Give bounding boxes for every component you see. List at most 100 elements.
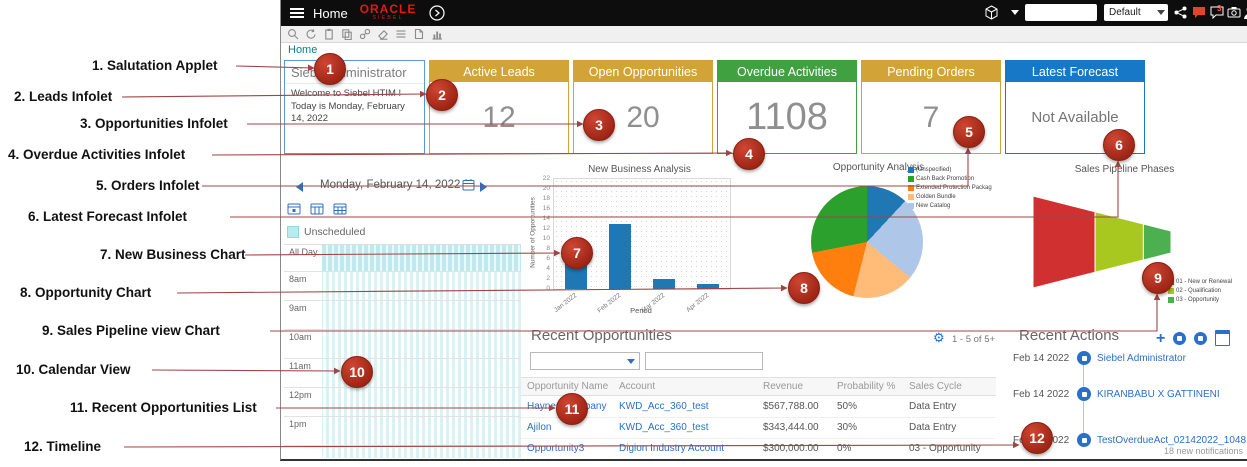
home-menu[interactable]: Home <box>313 6 348 21</box>
action-link[interactable]: TestOverdueAct_02142022_1048 <box>1097 435 1247 446</box>
banner-dropdown-caret-icon[interactable] <box>1011 10 1019 15</box>
column-header-revenue[interactable]: Revenue <box>763 381 804 392</box>
infolet-body: 12 <box>430 82 568 153</box>
camera-icon[interactable] <box>1227 6 1241 18</box>
infolet-overdue-activities[interactable]: Overdue Activities 1108 <box>717 60 857 154</box>
opportunity-name-link[interactable]: Opportunity3 <box>527 443 585 454</box>
funnel-stage-02-qualification[interactable] <box>1094 211 1144 273</box>
infolet-title: Pending Orders <box>862 61 1000 82</box>
document-icon[interactable] <box>413 28 425 40</box>
time-slot-cells[interactable] <box>322 330 521 358</box>
bar-mar-2022[interactable] <box>653 279 675 289</box>
recent-action-entry: Feb 14 2022 KIRANBABU X GATTINENI <box>1001 387 1247 403</box>
previous-day-icon[interactable] <box>296 182 303 192</box>
recent-opportunities-list: Recent Opportunities ⚙ 1 - 5 of 5+ Oppor… <box>521 325 996 458</box>
time-slot-cells[interactable] <box>322 245 521 271</box>
opportunities-table-body: Haynes CompanyKWD_Acc_360_test$567,788.0… <box>521 397 996 459</box>
time-slot-cells[interactable] <box>322 272 521 300</box>
infolet-title: Open Opportunities <box>574 61 712 82</box>
infolet-body: 7 <box>862 82 1000 153</box>
action-link[interactable]: Siebel Administrator <box>1097 353 1186 364</box>
filter-actions-icon[interactable] <box>1173 331 1187 345</box>
daily-view-icon[interactable] <box>287 202 301 215</box>
monthly-view-icon[interactable] <box>333 202 347 215</box>
sales-cycle-cell: 03 - Opportunity <box>909 443 981 454</box>
infolet-body: 1108 <box>718 82 856 153</box>
share-icon[interactable] <box>1174 6 1187 19</box>
next-day-icon[interactable] <box>480 182 487 192</box>
calendar-time-grid: All Day 8am 9am 10am 11am 12pm 1pm <box>284 244 521 458</box>
list-icon[interactable] <box>395 28 407 40</box>
infolet-open-opportunities[interactable]: Open Opportunities 20 <box>573 60 713 154</box>
callout-badge-9: 9 <box>1142 262 1174 294</box>
product-cube-icon[interactable] <box>984 5 999 20</box>
gear-icon[interactable]: ⚙ <box>933 330 945 345</box>
callout-label-4: 4. Overdue Activities Infolet <box>8 147 186 162</box>
unscheduled-swatch <box>287 226 299 238</box>
time-slot-cells[interactable] <box>322 417 521 445</box>
account-link[interactable]: Digion Industry Account <box>619 443 725 454</box>
column-header-sales-cycle[interactable]: Sales Cycle <box>909 381 962 392</box>
refresh-icon[interactable] <box>305 28 317 40</box>
account-link[interactable]: KWD_Acc_360_test <box>619 401 709 412</box>
actions-view-icon[interactable] <box>1194 331 1208 345</box>
infolet-strip: Active Leads 12 Open Opportunities 20 Overdu… <box>429 60 1145 154</box>
pie-chart[interactable] <box>811 186 923 298</box>
date-picker-icon[interactable] <box>462 178 475 191</box>
column-header-probability[interactable]: Probability % <box>837 381 896 392</box>
global-search-input[interactable] <box>1025 4 1097 21</box>
legend-label: (Unspecified) <box>916 167 952 173</box>
chart-icon[interactable] <box>431 28 443 40</box>
user-icon[interactable] <box>1243 6 1247 19</box>
y-axis-tick: 0 <box>546 285 550 292</box>
calendar-date-label: Monday, February 14, 2022 <box>320 179 461 191</box>
y-axis-tick: 10 <box>542 235 550 242</box>
infolet-latest-forecast[interactable]: Latest Forecast Not Available <box>1005 60 1145 154</box>
probability-cell: 0% <box>837 443 852 454</box>
breadcrumb-home-link[interactable]: Home <box>288 44 318 56</box>
eraser-icon[interactable] <box>377 28 389 40</box>
bar-feb-2022[interactable] <box>609 224 631 289</box>
funnel-chart-legend: 01 - New or Renewal 02 - Qualification 03 … <box>1168 278 1246 305</box>
column-header-opportunity-name[interactable]: Opportunity Name <box>527 381 609 392</box>
chat-icon[interactable] <box>1192 6 1206 19</box>
action-link[interactable]: KIRANBABU X GATTINENI <box>1097 389 1220 400</box>
calendar-row-11am: 11am <box>284 359 521 388</box>
infolet-value: 12 <box>482 100 516 134</box>
menu-icon[interactable] <box>290 8 304 18</box>
opportunity-name-link[interactable]: Ajilon <box>527 422 552 433</box>
calendar-filter-icon[interactable] <box>1215 330 1231 346</box>
funnel-stage-03-opportunity[interactable] <box>1142 223 1172 261</box>
calendar-row-9am: 9am <box>284 301 521 330</box>
callout-label-10: 10. Calendar View <box>16 362 131 377</box>
funnel-chart-title: Sales Pipeline Phases <box>1074 164 1175 175</box>
link-icon[interactable] <box>359 28 371 40</box>
account-link[interactable]: KWD_Acc_360_test <box>619 422 709 433</box>
select-caret-icon <box>1157 10 1165 15</box>
opportunity-row-haynes-company[interactable]: Haynes CompanyKWD_Acc_360_test$567,788.0… <box>521 397 996 418</box>
copy-icon[interactable] <box>341 28 353 40</box>
notifications-chat-icon[interactable] <box>1210 6 1224 19</box>
side-menu-expand-icon[interactable] <box>429 5 445 21</box>
bar-chart-plot: 0 2 4 6 8 10 12 14 16 18 20 22 Jan 2022 Feb 2022 Mar 2… <box>543 175 731 314</box>
calendar-view-switcher <box>287 202 347 215</box>
column-header-account[interactable]: Account <box>619 381 656 392</box>
time-slot-cells[interactable] <box>322 301 521 329</box>
oracle-siebel-logo: ORACLE SIEBEL <box>359 3 417 22</box>
filter-column-select[interactable] <box>530 352 640 370</box>
add-action-icon[interactable]: + <box>1156 329 1166 347</box>
weekly-view-icon[interactable] <box>310 202 324 215</box>
infolet-body: Not Available <box>1006 82 1144 153</box>
search-icon[interactable] <box>287 28 299 40</box>
legend-label: Golden Bundle <box>916 194 956 200</box>
clipboard-icon[interactable] <box>323 28 335 40</box>
callout-label-5: 5. Orders Infolet <box>96 178 200 193</box>
bar-apr-2022[interactable] <box>697 284 719 289</box>
filter-value-input[interactable] <box>645 352 763 370</box>
funnel-stage-01-new-or-renewal[interactable] <box>1032 195 1096 289</box>
time-slot-cells[interactable] <box>322 388 521 416</box>
saved-query-select[interactable]: Default <box>1104 4 1168 21</box>
callout-badge-1: 1 <box>314 53 346 85</box>
opportunity-row-ajilon[interactable]: Ajilon KWD_Acc_360_test $343,444.00 30% Data… <box>521 418 996 439</box>
opportunity-row-opportunity3[interactable]: Opportunity3 Digion Industry Account $300,… <box>521 439 996 459</box>
